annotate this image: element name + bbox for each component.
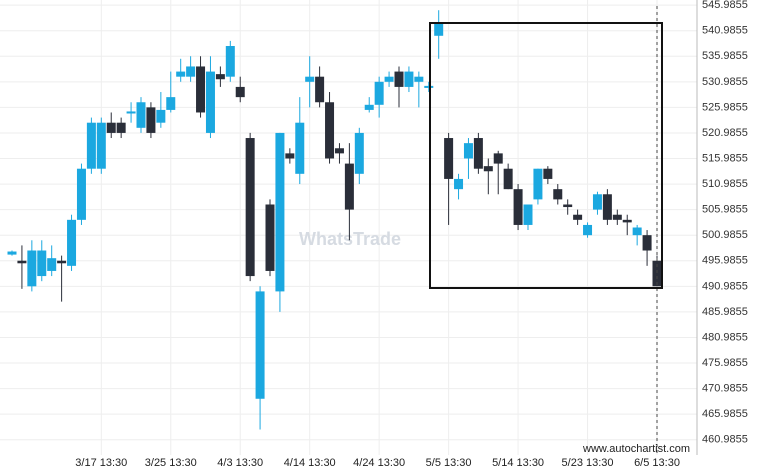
y-tick-label: 530.9855: [702, 76, 748, 88]
x-tick-label: 3/25 13:30: [145, 457, 197, 469]
y-tick-label: 485.9855: [702, 306, 748, 318]
candle-body: [533, 168, 543, 200]
y-tick-label: 460.9855: [702, 434, 748, 446]
y-tick-label: 465.9855: [702, 408, 748, 420]
candle-body: [305, 76, 315, 82]
x-tick-label: 3/17 13:30: [75, 457, 127, 469]
candle-body: [96, 122, 106, 169]
y-tick-label: 490.9855: [702, 280, 748, 292]
candle-body: [483, 166, 493, 172]
candle-body: [245, 138, 255, 277]
candle-body: [434, 23, 444, 36]
candle-body: [364, 104, 374, 110]
y-tick-label: 520.9855: [702, 127, 748, 139]
candle-body: [384, 76, 394, 82]
x-tick-label: 5/14 13:30: [492, 457, 544, 469]
y-tick-label: 525.9855: [702, 101, 748, 113]
candle-body: [414, 76, 424, 82]
candle-body: [57, 260, 67, 264]
y-tick-label: 540.9855: [702, 25, 748, 37]
candle-body: [196, 66, 206, 113]
pattern-box: [429, 22, 663, 289]
y-tick-label: 495.9855: [702, 255, 748, 267]
candle-body: [334, 148, 344, 154]
candle-body: [126, 111, 136, 114]
candle-body: [106, 122, 116, 133]
candle-body: [325, 102, 335, 159]
x-tick-label: 4/14 13:30: [284, 457, 336, 469]
candle-body: [17, 260, 27, 264]
candle-body: [622, 219, 632, 223]
source: www.autochartist.com: [582, 443, 690, 455]
candle-body: [632, 227, 642, 236]
y-tick-label: 510.9855: [702, 178, 748, 190]
candle-body: [186, 66, 196, 77]
candle-body: [76, 168, 86, 220]
candle-body: [493, 153, 503, 164]
candle-body: [612, 214, 622, 220]
y-tick-label: 535.9855: [702, 50, 748, 62]
watermark: WhatsTrade: [299, 229, 401, 249]
candle-body: [394, 71, 404, 87]
candle-body: [404, 71, 414, 87]
candle-body: [652, 260, 662, 287]
candle-body: [454, 178, 464, 190]
candle-body: [513, 189, 523, 225]
candle-body: [37, 250, 47, 277]
candle-body: [642, 235, 652, 251]
candle-body: [116, 122, 126, 133]
candle-body: [602, 194, 612, 220]
candle-body: [503, 168, 513, 190]
y-tick-label: 505.9855: [702, 204, 748, 216]
candle-body: [592, 194, 602, 210]
candle-body: [235, 86, 245, 98]
candle-body: [295, 122, 305, 174]
y-tick-label: 475.9855: [702, 357, 748, 369]
candle-body: [275, 132, 285, 292]
candle-body: [354, 132, 364, 174]
x-tick-label: 5/5 13:30: [426, 457, 472, 469]
candle-body: [573, 214, 583, 220]
candle-body: [27, 250, 37, 287]
candle-body: [255, 291, 265, 399]
candle-body: [156, 109, 166, 123]
candle-body: [166, 97, 176, 110]
candle-body: [285, 153, 295, 159]
candle-body: [523, 204, 533, 225]
candle-body: [47, 258, 57, 271]
candle-body: [424, 85, 434, 88]
candle-body: [583, 224, 593, 236]
candle-body: [563, 204, 573, 208]
candle-body: [463, 143, 473, 159]
y-tick-label: 500.9855: [702, 229, 748, 241]
candle-body: [553, 189, 563, 200]
x-tick-label: 4/24 13:30: [353, 457, 405, 469]
x-tick-label: 4/3 13:30: [217, 457, 263, 469]
x-tick-label: 5/23 13:30: [562, 457, 614, 469]
y-tick-label: 470.9855: [702, 383, 748, 395]
grid: [0, 0, 697, 455]
candle-body: [543, 168, 553, 179]
candle-body: [225, 46, 235, 77]
x-tick-label: 6/5 13:30: [634, 457, 680, 469]
candle-body: [146, 107, 156, 133]
candle-body: [374, 81, 384, 105]
candle-body: [215, 74, 225, 80]
candle-body: [205, 71, 215, 133]
y-tick-label: 480.9855: [702, 331, 748, 343]
candle-body: [473, 138, 483, 169]
candle-body: [344, 163, 354, 210]
candle-body: [176, 71, 186, 77]
candle-body: [265, 204, 275, 271]
candle-body: [67, 219, 77, 266]
candle-body: [444, 138, 454, 179]
candles: [7, 10, 662, 430]
y-tick-label: 515.9855: [702, 152, 748, 164]
candle-body: [7, 251, 17, 255]
candle-body: [315, 76, 325, 103]
candle-body: [86, 122, 96, 169]
y-tick-label: 545.9855: [702, 0, 748, 11]
candle-body: [136, 102, 146, 128]
